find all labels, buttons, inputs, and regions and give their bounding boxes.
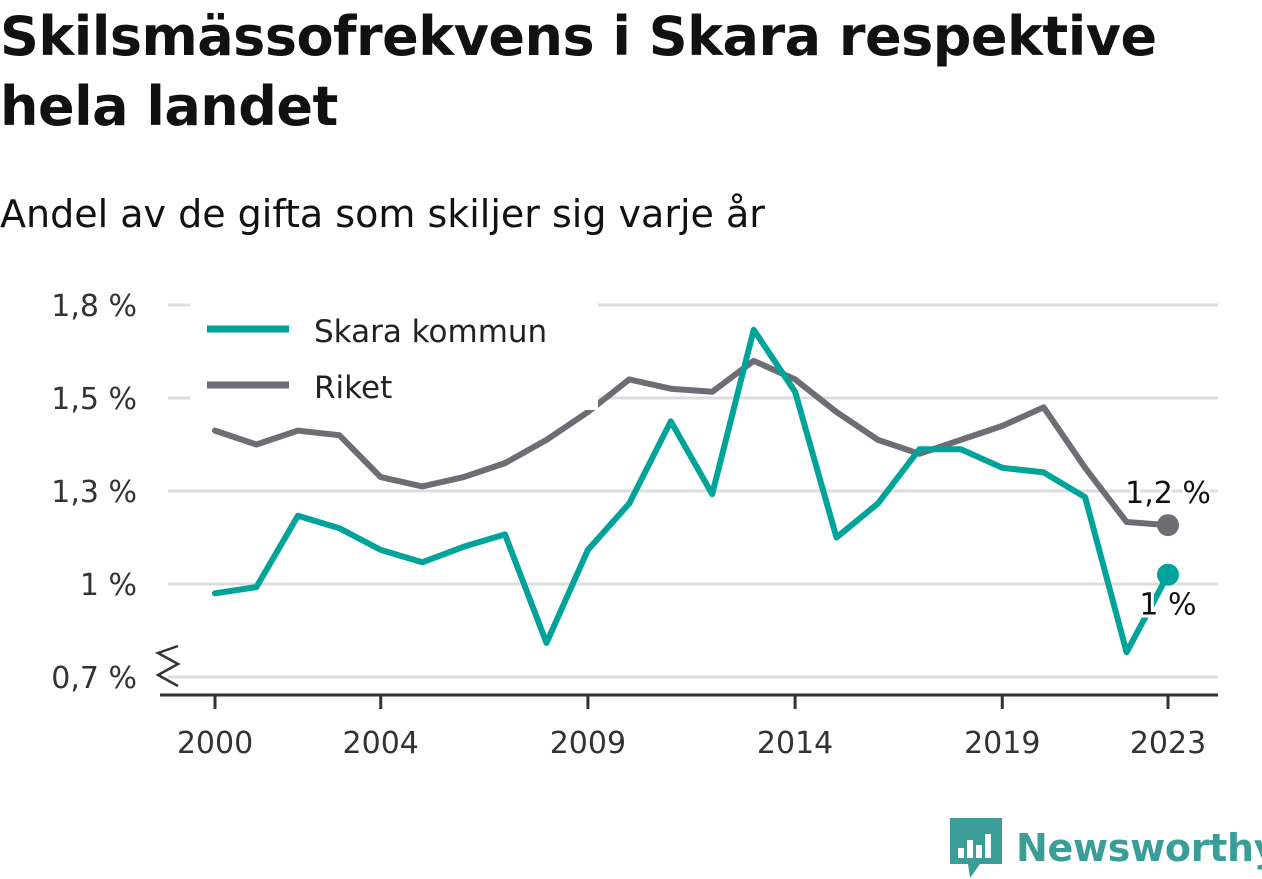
y-tick-label: 1,8 % — [51, 289, 137, 324]
series-line-riket — [212, 357, 1171, 529]
newsworthy-brand: Newsworthy — [950, 818, 1262, 878]
x-axis: 2000 2004 2009 2014 2019 2023 — [160, 693, 1218, 761]
end-marker-riket — [1157, 514, 1179, 537]
y-tick-label: 1,5 % — [51, 382, 137, 417]
legend-label-riket: Riket — [314, 370, 392, 406]
end-label-riket: 1,2 % — [1125, 476, 1211, 511]
x-tick-label: 2014 — [757, 726, 833, 761]
newsworthy-logo-icon — [950, 818, 1002, 878]
x-tick-label: 2023 — [1130, 726, 1206, 761]
y-tick-label: 0,7 % — [51, 661, 137, 696]
y-tick-label: 1,3 % — [51, 475, 137, 510]
chart-title: Skilsmässofrekvens i Skara respektive he… — [0, 5, 1157, 138]
line-chart: 0,7 % 1 % 1,3 % 1,5 % 1,8 % 2000 2004 2009 2014… — [51, 289, 1218, 761]
x-tick-label: 2009 — [550, 726, 626, 761]
end-label-skara: 1 % — [1139, 588, 1196, 623]
end-marker-skara — [1157, 563, 1179, 586]
legend-background — [190, 302, 598, 410]
brand-name: Newsworthy — [1016, 826, 1262, 870]
series-lines — [212, 326, 1171, 656]
x-tick-label: 2000 — [177, 726, 253, 761]
chart-subtitle: Andel av de gifta som skiljer sig varje … — [0, 192, 765, 236]
y-axis-ticks: 0,7 % 1 % 1,3 % 1,5 % 1,8 % — [51, 289, 181, 696]
x-tick-label: 2004 — [343, 726, 419, 761]
legend: Skara kommun Riket — [190, 302, 598, 410]
y-tick-label: 1 % — [80, 568, 137, 603]
x-tick-label: 2019 — [964, 726, 1040, 761]
y-axis-break-icon — [154, 644, 181, 688]
legend-label-skara: Skara kommun — [314, 314, 547, 350]
series-line-skara — [212, 326, 1171, 656]
end-markers: 1 % 1,2 % — [1122, 473, 1214, 626]
